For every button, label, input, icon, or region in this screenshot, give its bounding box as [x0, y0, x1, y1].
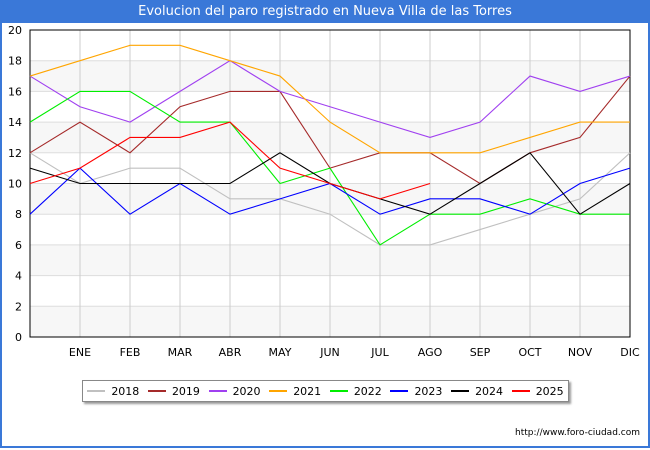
y-tick-label: 6 [15, 239, 22, 252]
series-line-2025 [29, 121, 431, 200]
legend-label: 2020 [232, 384, 261, 398]
y-tick-label: 8 [15, 208, 22, 221]
y-tick-label: 0 [15, 331, 22, 344]
x-tick-label: NOV [568, 346, 593, 359]
series-line-2022 [29, 90, 630, 246]
legend-label: 2021 [293, 384, 322, 398]
x-tick-label: JUN [319, 346, 340, 359]
legend-item-2022: 2022 [329, 384, 382, 398]
y-tick-label: 10 [8, 178, 22, 191]
legend-item-2018: 2018 [87, 385, 139, 398]
y-tick-label: 14 [8, 116, 22, 129]
legend-item-2021: 2021 [269, 385, 321, 398]
series-line-2020 [29, 60, 631, 139]
x-tick-label: MAR [168, 346, 193, 359]
x-tick-label: ENE [69, 346, 91, 359]
legend-label: 2018 [111, 384, 140, 398]
legend-swatch [451, 390, 470, 392]
x-tick-label: DIC [620, 346, 640, 359]
legend-swatch [269, 390, 288, 392]
legend-label: 2022 [353, 384, 382, 398]
legend-label: 2024 [475, 384, 504, 398]
x-tick-label: OCT [518, 346, 541, 359]
legend-swatch [208, 390, 227, 392]
legend-label: 2023 [414, 384, 443, 398]
y-tick-label: 20 [8, 24, 22, 37]
legend: 2018 2019 2020 2021 2022 2023 2024 2025 [82, 380, 569, 402]
y-tick-label: 12 [8, 147, 22, 160]
series-line-2021 [29, 44, 630, 154]
legend-swatch [511, 390, 530, 392]
x-tick-label: ABR [219, 346, 242, 359]
x-tick-label: SEP [470, 346, 491, 359]
line-chart: 0 2 4 6 8 10 12 14 16 18 20 ENE FEB MAR ABR MAY JUN JUL AG… [8, 24, 640, 359]
legend-swatch [147, 390, 166, 392]
legend-item-2024: 2024 [451, 385, 503, 398]
legend-swatch [87, 390, 106, 392]
legend-swatch [390, 390, 409, 392]
y-tick-label: 4 [15, 270, 22, 283]
chart-title: Evolucion del paro registrado en Nueva V… [0, 0, 650, 23]
x-tick-label: MAY [269, 346, 292, 359]
legend-label: 2019 [171, 384, 200, 398]
legend-item-2020: 2020 [208, 384, 261, 398]
legend-item-2023: 2023 [390, 385, 442, 398]
legend-item-2025: 2025 [511, 384, 564, 398]
y-tick-label: 18 [8, 55, 22, 68]
x-tick-label: JUL [370, 346, 389, 359]
source-url: http://www.foro-ciudad.com [515, 428, 640, 438]
y-tick-label: 2 [15, 300, 22, 313]
legend-label: 2025 [535, 384, 564, 398]
legend-swatch [329, 390, 348, 392]
legend-item-2019: 2019 [147, 384, 200, 398]
y-tick-label: 16 [8, 85, 22, 98]
x-tick-label: FEB [120, 346, 141, 359]
x-tick-label: AGO [418, 346, 443, 359]
